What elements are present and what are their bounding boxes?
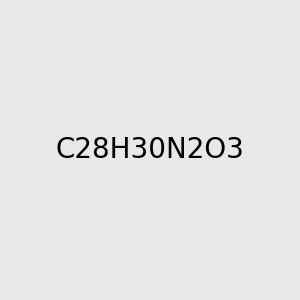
Text: C28H30N2O3: C28H30N2O3: [56, 136, 244, 164]
